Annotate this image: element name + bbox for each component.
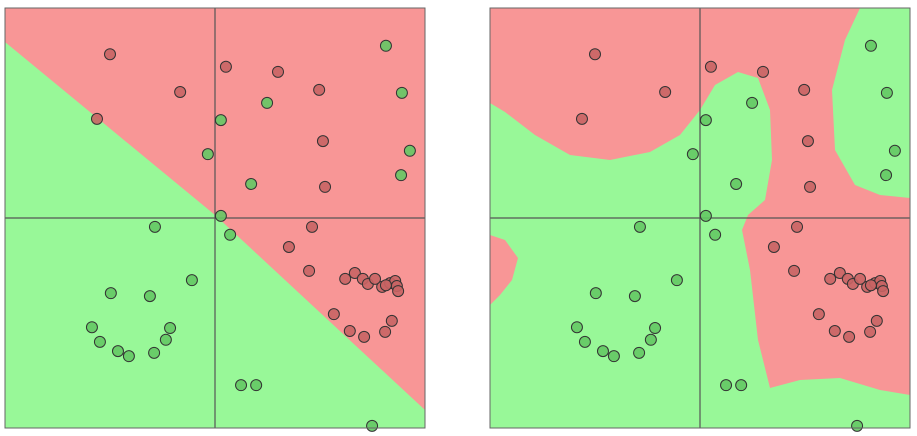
data-point [104,48,116,61]
data-point [214,114,227,127]
data-point [709,228,722,241]
data-point [235,379,248,392]
data-point [854,272,867,285]
data-point [339,272,352,285]
data-point [864,39,877,52]
data-point [385,314,398,327]
panel-frame [489,7,911,429]
data-point [403,144,416,157]
data-point [148,220,161,233]
data-point [843,330,856,343]
data-point [791,220,804,233]
data-point [828,324,841,337]
data-point [670,274,683,287]
data-point [833,267,846,280]
data-point [93,335,106,348]
data-point [261,96,274,109]
data-point [801,135,814,148]
data-point [348,267,361,280]
data-point [143,290,156,303]
data-point [148,346,161,359]
data-point [358,330,371,343]
data-point [250,379,263,392]
data-point [214,209,227,222]
data-point [767,240,780,253]
data-point [303,264,316,277]
data-point [313,83,326,96]
data-point [804,180,817,193]
panel-nonlinear [489,7,911,432]
data-point [735,379,748,392]
data-point [219,60,232,73]
data-point [864,279,877,292]
data-point [704,60,717,73]
data-point [392,285,405,298]
data-point [880,86,893,99]
data-point [164,322,177,335]
data-point [659,86,672,98]
data-point [812,308,825,321]
data-point [798,83,811,96]
data-point [104,287,117,300]
data-point [111,345,124,358]
data-point [589,48,601,61]
data-point [245,177,258,190]
data-point [788,264,801,277]
data-point [570,321,583,334]
data-point [596,345,609,358]
data-point [224,228,237,241]
data-point [870,314,883,327]
data-point [720,379,733,392]
panel-frame [4,7,426,429]
data-point [343,324,356,337]
data-point [730,177,743,190]
data-point [272,65,284,78]
data-point [316,135,329,148]
data-point [824,272,837,285]
data-point [578,335,591,348]
data-point [699,114,712,127]
data-point [633,346,646,359]
data-point [851,419,864,432]
data-point [589,287,602,300]
region-red [490,235,518,305]
data-point [185,274,198,287]
data-point [395,169,408,182]
data-point [746,96,759,109]
data-point [122,350,135,363]
data-point [174,86,187,98]
data-point [379,39,392,52]
data-point [369,272,382,285]
region-red [490,8,910,395]
data-point [644,333,657,346]
data-point [90,112,103,125]
data-point [628,290,641,303]
data-point [880,169,893,182]
data-point [607,350,620,363]
data-point [85,321,98,334]
data-point [159,333,172,346]
data-point [282,240,295,253]
data-point [757,65,769,78]
data-point [379,279,392,292]
data-point [575,112,588,125]
data-point [633,220,646,233]
data-point [327,308,340,321]
data-point [649,322,662,335]
data-point [699,209,712,222]
data-point [379,325,392,338]
panel-linear [4,7,426,432]
data-point [319,180,332,193]
data-point [201,148,214,161]
data-point [864,325,877,338]
data-point [395,86,408,99]
data-point [366,419,379,432]
data-point [877,285,890,298]
data-point [306,220,319,233]
data-point [686,148,699,161]
data-point [888,144,901,157]
